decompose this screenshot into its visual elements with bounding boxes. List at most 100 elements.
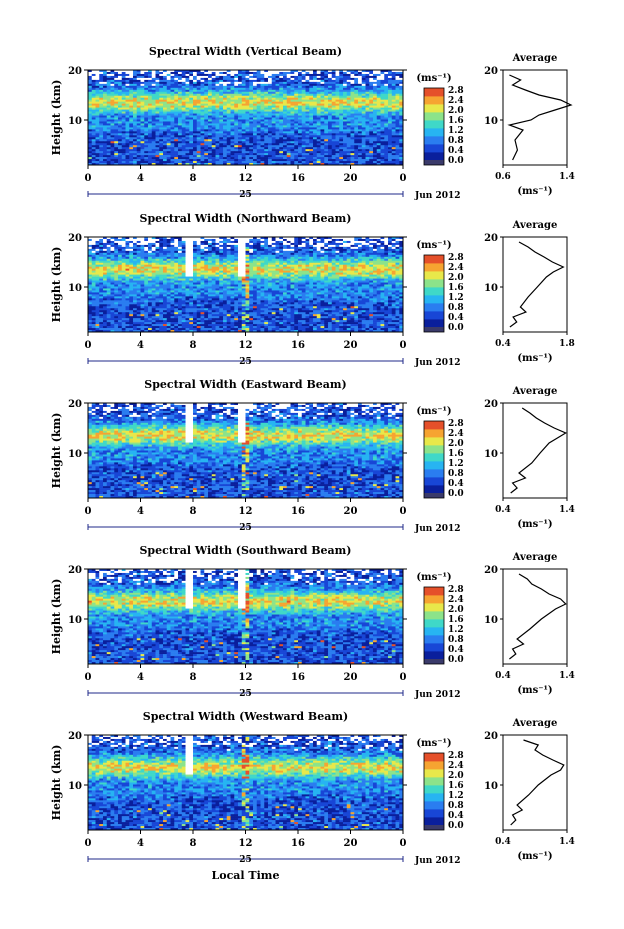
heatmap-cell bbox=[305, 107, 310, 110]
heatmap-cell bbox=[320, 252, 325, 256]
heatmap-cell bbox=[99, 238, 104, 242]
heatmap-cell bbox=[208, 85, 213, 89]
heatmap-cell bbox=[354, 246, 359, 250]
heatmap-cell bbox=[354, 237, 359, 240]
heatmap-cell bbox=[166, 149, 171, 152]
heatmap-cell bbox=[215, 87, 220, 91]
heatmap-cell bbox=[140, 79, 145, 83]
heatmap-cell bbox=[110, 101, 115, 104]
heatmap-cell bbox=[399, 240, 404, 244]
heatmap-cell bbox=[166, 254, 171, 258]
heatmap-cell bbox=[298, 107, 303, 110]
heatmap-cell bbox=[271, 93, 276, 97]
heatmap-cell bbox=[268, 87, 273, 91]
heatmap-cell bbox=[301, 125, 306, 128]
heatmap-cell bbox=[125, 103, 130, 106]
heatmap-cell bbox=[294, 119, 299, 122]
heatmap-cell bbox=[309, 145, 314, 148]
heatmap-cell bbox=[118, 252, 123, 256]
heatmap-cell bbox=[331, 248, 336, 252]
heatmap-cell bbox=[339, 93, 344, 97]
heatmap-cell bbox=[110, 117, 115, 120]
heatmap-cell bbox=[241, 242, 246, 246]
heatmap-cell bbox=[163, 75, 168, 79]
heatmap-cell bbox=[200, 103, 205, 106]
heatmap-cell bbox=[245, 248, 250, 252]
heatmap-cell bbox=[204, 163, 209, 166]
heatmap-cell bbox=[193, 101, 198, 104]
heatmap-cell bbox=[170, 81, 175, 85]
heatmap-cell bbox=[140, 121, 145, 124]
heatmap-cell bbox=[305, 256, 310, 260]
heatmap-cell bbox=[294, 135, 299, 138]
heatmap-cell bbox=[361, 75, 366, 79]
heatmap-cell bbox=[114, 113, 119, 116]
heatmap-cell bbox=[230, 149, 235, 152]
heatmap-cell bbox=[275, 157, 280, 160]
heatmap-cell bbox=[170, 256, 175, 260]
heatmap-cell bbox=[204, 151, 209, 154]
heatmap-cell bbox=[373, 119, 378, 122]
heatmap-cell bbox=[286, 242, 291, 246]
heatmap-cell bbox=[268, 99, 273, 102]
heatmap-cell bbox=[140, 143, 145, 146]
heatmap-cell bbox=[91, 240, 96, 244]
heatmap-cell bbox=[148, 248, 153, 252]
heatmap-cell bbox=[346, 244, 351, 248]
heatmap-cell bbox=[331, 123, 336, 126]
heatmap-cell bbox=[343, 131, 348, 134]
heatmap-cell bbox=[91, 81, 96, 85]
heatmap-cell bbox=[189, 125, 194, 128]
heatmap-cell bbox=[268, 89, 273, 93]
heatmap-cell bbox=[365, 109, 370, 112]
heatmap-cell bbox=[163, 139, 168, 142]
heatmap-cell bbox=[373, 153, 378, 156]
heatmap-cell bbox=[346, 133, 351, 136]
heatmap-cell bbox=[275, 139, 280, 142]
heatmap-cell bbox=[264, 129, 269, 132]
heatmap-cell bbox=[260, 79, 265, 83]
heatmap-cell bbox=[189, 75, 194, 79]
heatmap-cell bbox=[189, 115, 194, 118]
heatmap-cell bbox=[316, 159, 321, 162]
heatmap-cell bbox=[95, 151, 100, 154]
heatmap-cell bbox=[253, 151, 258, 154]
heatmap-cell bbox=[283, 256, 288, 260]
heatmap-cell bbox=[395, 101, 400, 104]
heatmap-cell bbox=[211, 163, 216, 166]
heatmap-cell bbox=[313, 131, 318, 134]
heatmap-cell bbox=[159, 99, 164, 102]
heatmap-cell bbox=[204, 129, 209, 132]
heatmap-cell bbox=[316, 119, 321, 122]
heatmap-cell bbox=[298, 244, 303, 248]
heatmap-cell bbox=[283, 155, 288, 158]
heatmap-cell bbox=[365, 129, 370, 132]
heatmap-cell bbox=[129, 133, 134, 136]
heatmap-cell bbox=[290, 97, 295, 100]
heatmap-cell bbox=[163, 149, 168, 152]
heatmap-cell bbox=[245, 87, 250, 91]
heatmap-cell bbox=[361, 129, 366, 132]
heatmap-cell bbox=[331, 113, 336, 116]
heatmap-cell bbox=[256, 147, 261, 150]
heatmap-cell bbox=[166, 157, 171, 160]
heatmap-cell bbox=[166, 107, 171, 110]
heatmap-cell bbox=[99, 133, 104, 136]
colorbar-frame bbox=[423, 87, 445, 166]
heatmap-cell bbox=[350, 81, 355, 85]
heatmap-cell bbox=[256, 115, 261, 118]
heatmap-cell bbox=[95, 163, 100, 166]
heatmap-cell bbox=[335, 111, 340, 114]
heatmap-cell bbox=[328, 237, 333, 240]
heatmap-cell bbox=[121, 252, 126, 256]
heatmap-cell bbox=[294, 240, 299, 244]
heatmap-cell bbox=[343, 75, 348, 79]
heatmap-cell bbox=[365, 121, 370, 124]
heatmap-cell bbox=[204, 155, 209, 158]
heatmap-cell bbox=[211, 246, 216, 250]
heatmap-cell bbox=[241, 113, 246, 116]
heatmap-cell bbox=[155, 123, 160, 126]
heatmap-cell bbox=[91, 75, 96, 79]
heatmap-cell bbox=[151, 87, 156, 91]
heatmap-cell bbox=[384, 254, 389, 258]
